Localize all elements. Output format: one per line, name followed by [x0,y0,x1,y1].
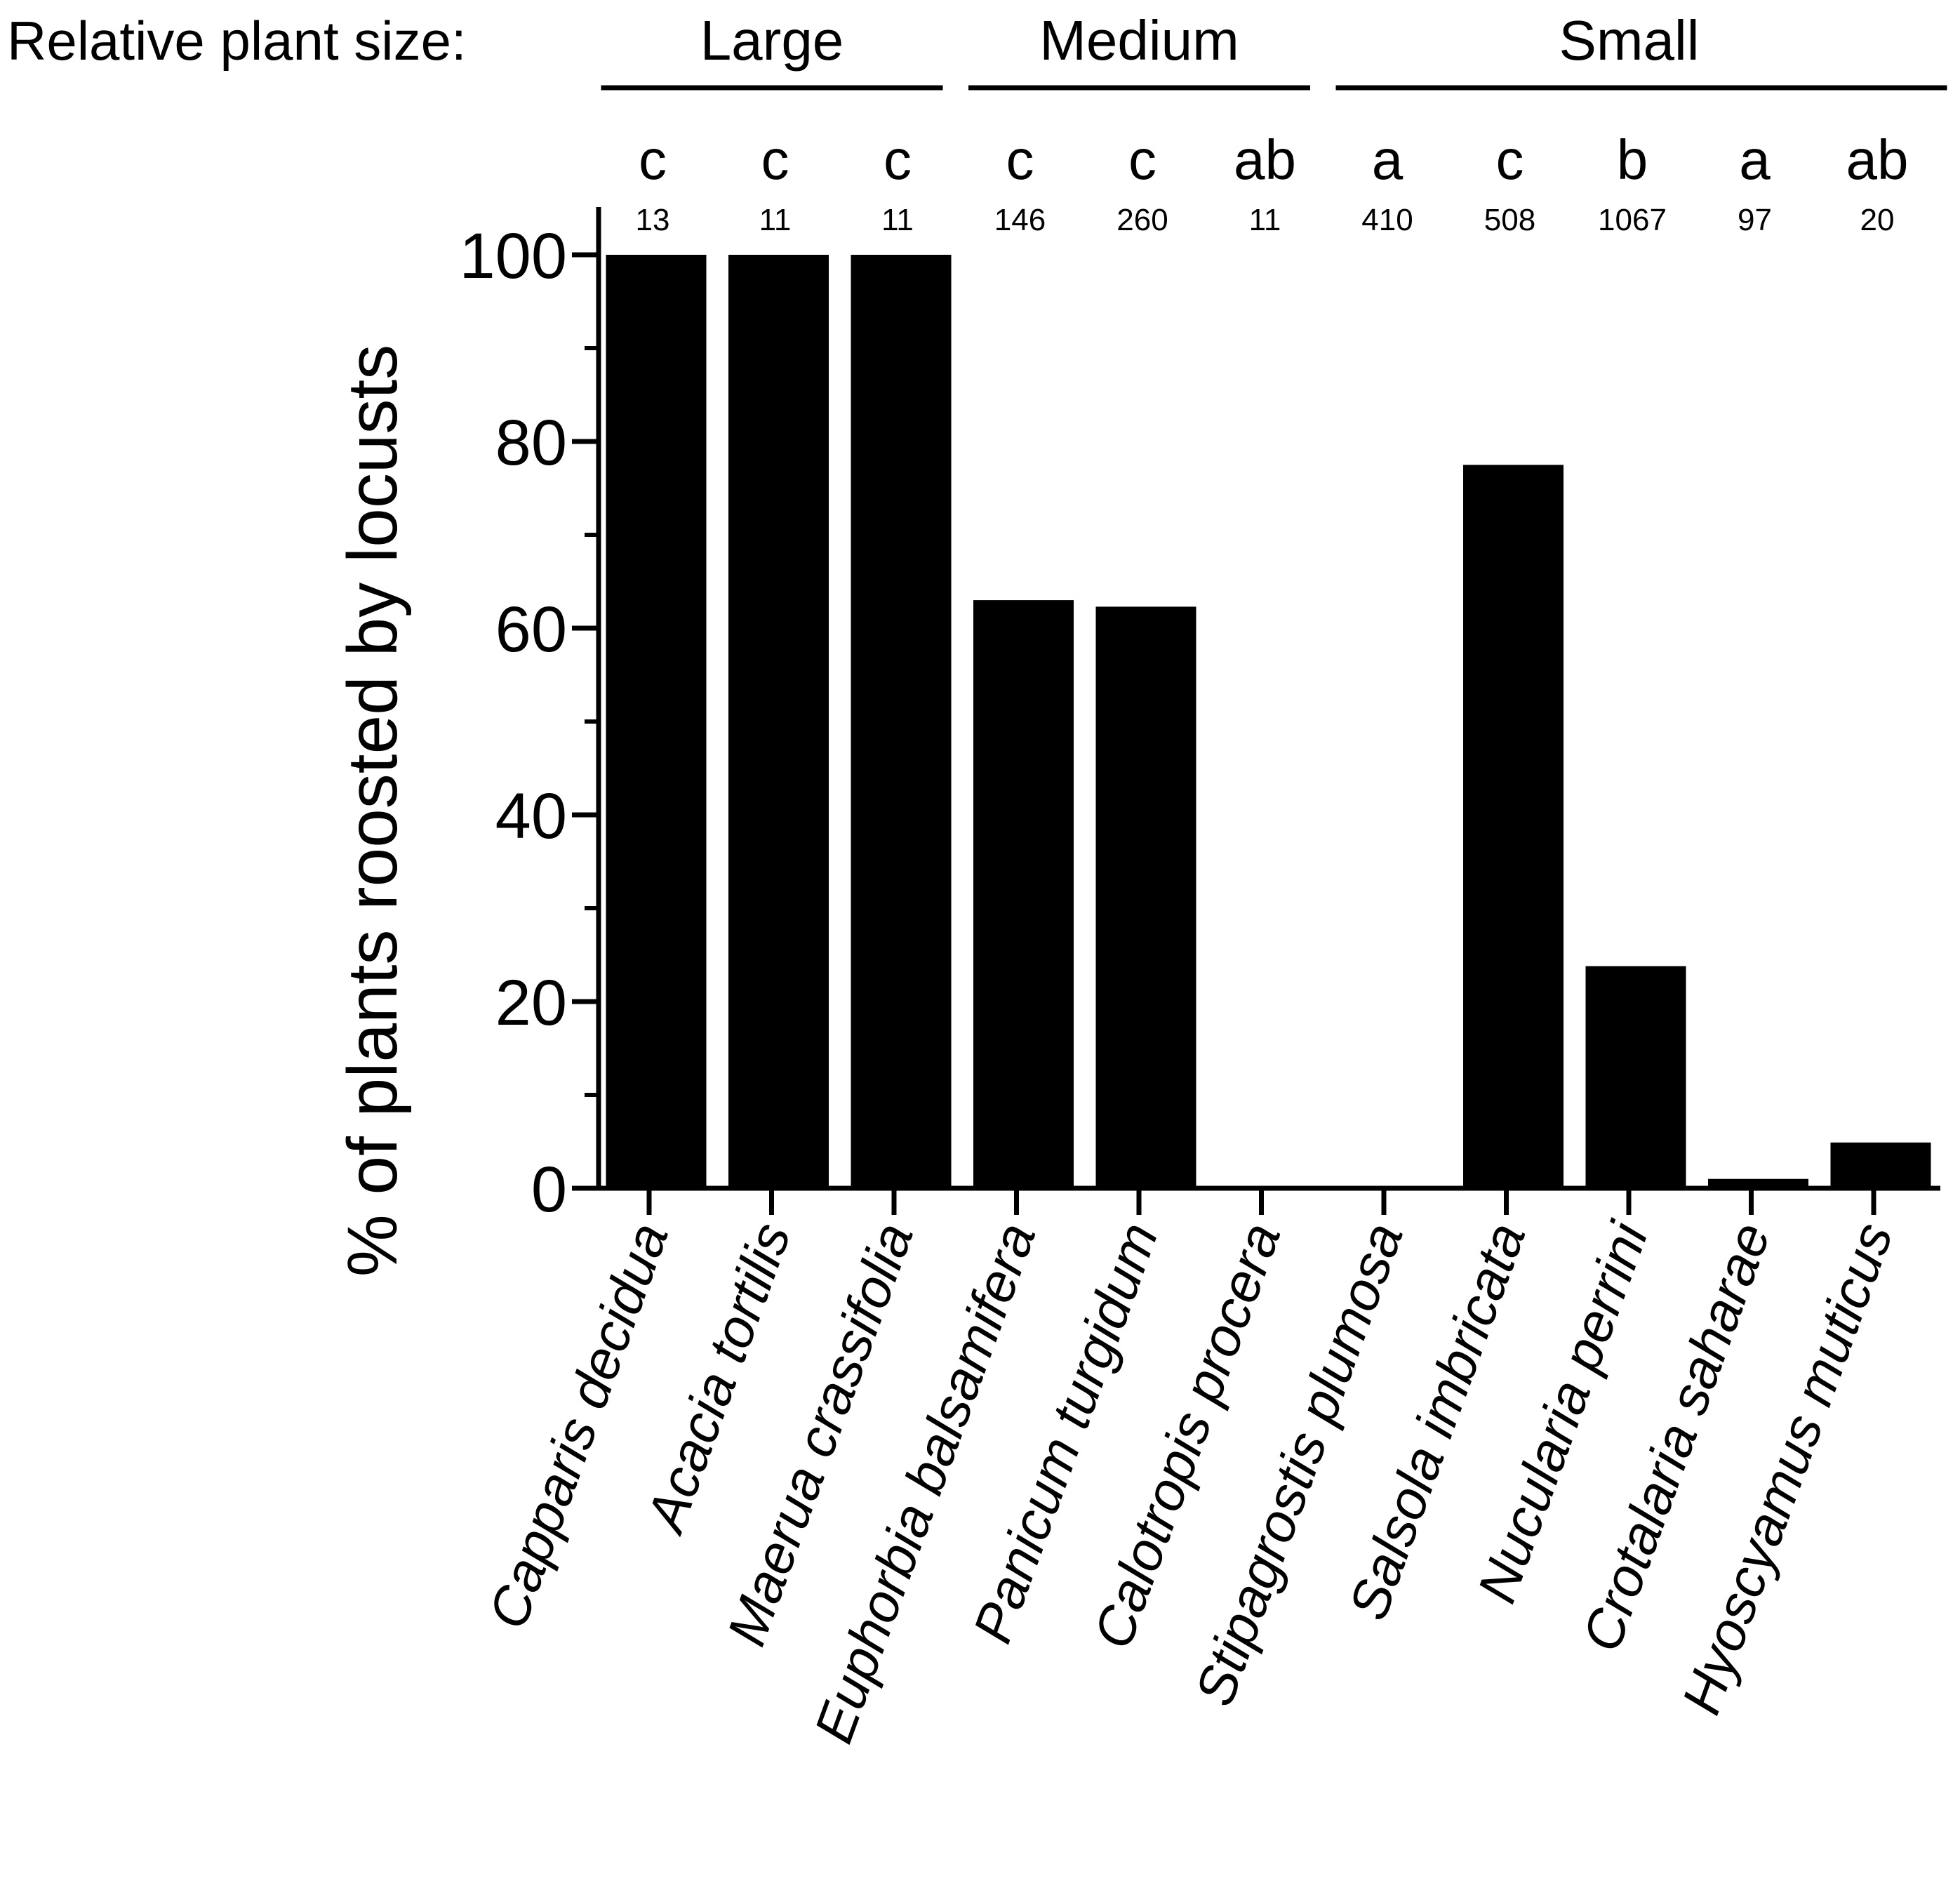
category-label: Capparis decidua [476,1215,680,1637]
sample-size-labels: 13 11 11 146 260 11 410 508 1067 97 20 [636,203,1895,237]
y-tick-label: 0 [531,1154,567,1225]
sample-size: 20 [1860,203,1895,237]
bars [606,255,1931,1189]
significance-letter: c [1006,128,1034,191]
y-tick-label: 20 [495,967,567,1039]
bar-2 [851,255,952,1188]
sample-size: 97 [1738,203,1772,237]
size-group-label: Large [700,9,844,72]
significance-letters: c c c c c ab a c b a ab [639,128,1908,191]
x-ticks [646,1188,1876,1215]
sample-size: 508 [1484,203,1535,237]
significance-letter: c [1496,128,1524,191]
y-tick-label: 60 [495,594,567,665]
bar-3 [973,600,1074,1188]
sample-size: 11 [881,203,914,237]
significance-letter: c [639,128,667,191]
y-ticks: 0 20 40 60 80 100 [460,220,599,1225]
significance-letter: c [761,128,789,191]
y-axis-title: % of plants roosted by locusts [333,345,412,1277]
sample-size: 260 [1116,203,1168,237]
axes [572,207,1940,1191]
bar-0 [606,255,707,1188]
sample-size: 11 [1249,203,1281,237]
bar-4 [1095,606,1196,1188]
sample-size: 410 [1361,203,1413,237]
size-groups: Large Medium Small [601,9,1947,91]
y-tick-label: 100 [460,220,568,292]
sample-size: 146 [994,203,1046,237]
sample-size: 1067 [1598,203,1667,237]
significance-letter: b [1617,128,1648,191]
relative-size-prefix: Relative plant size: [7,10,467,72]
significance-letter: c [884,128,912,191]
bar-7 [1463,465,1564,1189]
size-group-label: Small [1559,9,1699,72]
bar-1 [728,255,829,1188]
sample-size: 13 [636,203,670,237]
significance-letter: c [1128,128,1156,191]
sample-size: 11 [759,203,792,237]
bar-8 [1585,966,1686,1188]
bar-10 [1830,1142,1931,1188]
y-tick-label: 40 [495,780,567,852]
significance-letter: ab [1234,128,1296,191]
significance-letter: a [1739,128,1771,191]
y-tick-label: 80 [495,407,567,479]
significance-letter: ab [1846,128,1909,191]
significance-letter: a [1372,128,1404,191]
size-group-label: Medium [1039,9,1239,72]
